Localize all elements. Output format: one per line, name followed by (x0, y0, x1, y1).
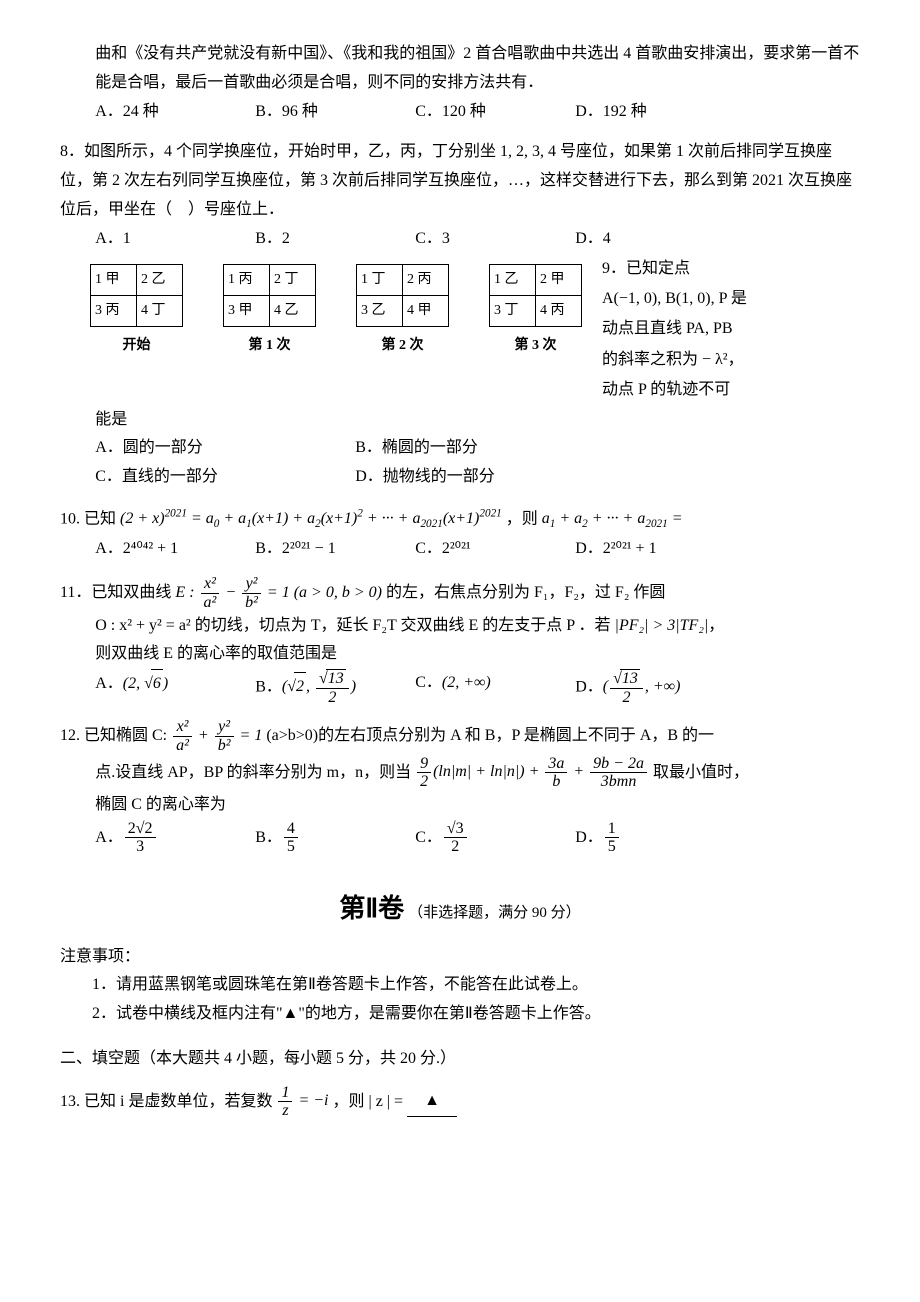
q11-line3: 则双曲线 E 的离心率的取值范围是 (60, 640, 860, 669)
question-13: 13. 已知 i 是虚数单位，若复数 1z = −i ，则 | z | = ▲ (60, 1084, 860, 1120)
seating-table-1: 1 丙2 丁 3 甲4 乙 (223, 264, 316, 327)
q11-opt-d: D．(√132, +∞) (575, 669, 685, 706)
seating-caption-2: 第 2 次 (356, 333, 449, 358)
seating-table-3: 1 乙2 甲 3 丁4 丙 (489, 264, 582, 327)
seating-table-0: 1 甲2 乙 3 丙4 丁 (90, 264, 183, 327)
section-2-small: （非选择题，满分 90 分） (408, 905, 581, 921)
q8-stem: 8．如图所示，4 个同学换座位，开始时甲，乙，丙，丁分别坐 1, 2, 3, 4… (60, 138, 860, 224)
q10-opt-c: C．2²⁰²¹ (415, 535, 525, 564)
seating-caption-1: 第 1 次 (223, 333, 316, 358)
q10-opt-b: B．2²⁰²¹ − 1 (255, 535, 365, 564)
q8-opt-b: B．2 (255, 225, 365, 254)
q12-ellipse: x²a² + y²b² = 1 (171, 727, 266, 744)
q11-opt-b: B．(√2, √132) (255, 669, 365, 706)
q9-line5: 动点 P 的轨迹不可 (602, 375, 772, 405)
q8-figure-and-q9: 1 甲2 乙 3 丙4 丁 开始 1 丙2 丁 3 甲4 乙 第 1 次 1 丁… (60, 254, 860, 406)
q8-options: A．1 B．2 C．3 D．4 (60, 225, 860, 254)
seating-block-2: 1 丁2 丙 3 乙4 甲 第 2 次 (356, 264, 449, 358)
section-2-title: 第Ⅱ卷 （非选择题，满分 90 分） (60, 886, 860, 933)
seating-block-0: 1 甲2 乙 3 丙4 丁 开始 (90, 264, 183, 358)
q10-options: A．2⁴⁰⁴² + 1 B．2²⁰²¹ − 1 C．2²⁰²¹ D．2²⁰²¹ … (60, 535, 860, 564)
q8-opt-a: A．1 (95, 225, 205, 254)
q9-line6: 能是 (60, 406, 860, 435)
q9-opt-b: B．椭圆的一部分 (355, 434, 615, 463)
q12-opt-d: D．15 (575, 820, 685, 856)
q8-opt-c: C．3 (415, 225, 525, 254)
q9-opt-c: C．直线的一部分 (95, 463, 355, 492)
q9-line2: A(−1, 0), B(1, 0), P 是 (602, 284, 772, 314)
q10-expr: (2 + x)2021 = a0 + a1(x+1) + a2(x+1)2 + … (120, 510, 502, 527)
note-2: 2．试卷中横线及框内注有"▲"的地方，是需要你在第Ⅱ卷答题卡上作答。 (60, 1000, 860, 1029)
q7-opt-d: D．192 种 (575, 98, 685, 127)
question-12: 12. 已知椭圆 C: x²a² + y²b² = 1 (a>b>0)的左右顶点… (60, 718, 860, 855)
q10-opt-a: A．2⁴⁰⁴² + 1 (95, 535, 205, 564)
q10-opt-d: D．2²⁰²¹ + 1 (575, 535, 685, 564)
q7-opt-b: B．96 种 (255, 98, 365, 127)
q13-frac: 1z = −i (276, 1092, 332, 1109)
section-2-notes: 注意事项： 1．请用蓝黑钢笔或圆珠笔在第Ⅱ卷答题卡上作答，不能答在此试卷上。 2… (60, 943, 860, 1029)
q7-para: 曲和《没有共产党就没有新中国》、《我和我的祖国》2 首合唱歌曲中共选出 4 首歌… (60, 40, 860, 98)
question-11: 11．已知双曲线 E : x²a² − y²b² = 1 (a > 0, b >… (60, 575, 860, 706)
q11-opt-a: A．(2, √6) (95, 669, 205, 706)
q9-opt-d: D．抛物线的一部分 (355, 463, 615, 492)
seating-table-2: 1 丁2 丙 3 乙4 甲 (356, 264, 449, 327)
seating-block-1: 1 丙2 丁 3 甲4 乙 第 1 次 (223, 264, 316, 358)
q9-options: A．圆的一部分 B．椭圆的一部分 C．直线的一部分 D．抛物线的一部分 (60, 434, 860, 492)
question-8: 8．如图所示，4 个同学换座位，开始时甲，乙，丙，丁分别坐 1, 2, 3, 4… (60, 138, 860, 492)
q12-expression: 92(ln|m| + ln|n|) + 3ab + 9b − 2a3bmn (415, 763, 653, 780)
q7-opt-a: A．24 种 (95, 98, 205, 127)
part-2-title: 二、填空题（本大题共 4 小题，每小题 5 分，共 20 分.） (60, 1045, 860, 1074)
q9-side-text: 9．已知定点 A(−1, 0), B(1, 0), P 是 动点且直线 PA, … (602, 254, 772, 406)
q9-line4: 的斜率之积为 − λ²， (602, 345, 772, 375)
q11-options: A．(2, √6) B．(√2, √132) C．(2, +∞) D．(√132… (60, 669, 860, 706)
seating-caption-3: 第 3 次 (489, 333, 582, 358)
q7-options: A．24 种 B．96 种 C．120 种 D．192 种 (60, 98, 860, 127)
q8-opt-d: D．4 (575, 225, 685, 254)
seating-figure: 1 甲2 乙 3 丙4 丁 开始 1 丙2 丁 3 甲4 乙 第 1 次 1 丁… (90, 264, 582, 396)
q12-opt-a: A．2√23 (95, 820, 205, 856)
q12-line2: 点.设直线 AP，BP 的斜率分别为 m，n，则当 92(ln|m| + ln|… (60, 755, 860, 791)
q13-blank: ▲ (407, 1087, 457, 1117)
q11-opt-c: C．(2, +∞) (415, 669, 525, 706)
q7-opt-c: C．120 种 (415, 98, 525, 127)
q12-opt-c: C．√32 (415, 820, 525, 856)
q11-line2: O : x² + y² = a² 的切线，切点为 T，延长 F₂T 交双曲线 E… (60, 612, 860, 641)
q12-line3: 椭圆 C 的离心率为 (60, 791, 860, 820)
q9-line3: 动点且直线 PA, PB (602, 314, 772, 344)
q12-options: A．2√23 B．45 C．√32 D．15 (60, 820, 860, 856)
q10-rhs: a1 + a2 + ··· + a2021 = (542, 510, 683, 527)
note-1: 1．请用蓝黑钢笔或圆珠笔在第Ⅱ卷答题卡上作答，不能答在此试卷上。 (60, 971, 860, 1000)
q12-opt-b: B．45 (255, 820, 365, 856)
seating-block-3: 1 乙2 甲 3 丁4 丙 第 3 次 (489, 264, 582, 358)
notes-label: 注意事项： (60, 943, 860, 972)
section-2-big: 第Ⅱ卷 (339, 894, 404, 923)
q11-hyperbola: E : x²a² − y²b² = 1 (a > 0, b > 0) (175, 584, 386, 601)
q9-opt-a: A．圆的一部分 (95, 434, 355, 463)
question-7-tail: 曲和《没有共产党就没有新中国》、《我和我的祖国》2 首合唱歌曲中共选出 4 首歌… (60, 40, 860, 126)
question-10: 10. 已知 (2 + x)2021 = a0 + a1(x+1) + a2(x… (60, 504, 860, 563)
seating-caption-0: 开始 (90, 333, 183, 358)
